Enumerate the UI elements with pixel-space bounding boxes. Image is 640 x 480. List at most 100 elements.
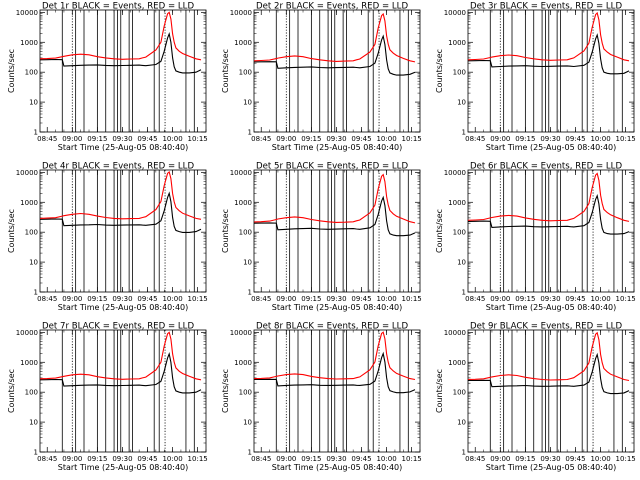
x-tick-label: 10:00 <box>590 295 610 303</box>
series-line-lld <box>254 12 416 63</box>
panel-title: Det 4r BLACK = Events, RED = LLD <box>42 162 194 172</box>
x-tick-label: 10:00 <box>376 135 396 143</box>
x-tick-label: 09:30 <box>540 455 560 463</box>
panel-6: Det 6r BLACK = Events, RED = LLD 1 10 100 10… <box>435 162 636 313</box>
panel-title: Det 9r BLACK = Events, RED = LLD <box>470 322 622 332</box>
y-tick-label: 1 <box>248 449 252 457</box>
y-tick-label: 100 <box>239 229 252 237</box>
plot-frame <box>467 329 635 453</box>
series-line-events <box>468 194 630 235</box>
plot-frame <box>467 169 635 293</box>
panel-title: Det 5r BLACK = Events, RED = LLD <box>256 162 408 172</box>
y-tick-label: 100 <box>25 69 38 77</box>
x-tick-label: 10:15 <box>402 295 422 303</box>
x-axis-label: Start Time (25-Aug-05 08:40:40) <box>486 463 617 472</box>
y-tick-label: 10 <box>243 259 252 267</box>
x-tick-label: 09:15 <box>515 135 535 143</box>
x-tick-label: 10:00 <box>162 295 182 303</box>
x-tick-label: 09:45 <box>137 295 157 303</box>
y-tick-label: 1000 <box>234 199 252 207</box>
plot-area <box>254 330 416 452</box>
x-tick-label: 08:45 <box>251 455 271 463</box>
series-line-lld <box>40 11 202 61</box>
x-tick-label: 09:15 <box>301 135 321 143</box>
y-tick-label: 1000 <box>448 199 466 207</box>
y-tick-label: 10000 <box>16 329 38 337</box>
x-tick-label: 10:00 <box>376 295 396 303</box>
y-tick-label: 10000 <box>16 9 38 17</box>
y-axis-label: Counts/sec <box>221 209 230 253</box>
plot-frame <box>253 9 421 133</box>
x-tick-label: 08:45 <box>251 135 271 143</box>
panel-4: Det 4r BLACK = Events, RED = LLD 1 10 100 10… <box>7 162 208 313</box>
y-tick-label: 10000 <box>230 9 252 17</box>
y-tick-label: 10000 <box>444 9 466 17</box>
x-axis-label: Start Time (25-Aug-05 08:40:40) <box>58 463 189 472</box>
x-tick-label: 09:00 <box>276 135 296 143</box>
series-line-events <box>40 191 202 233</box>
series-line-events <box>254 351 416 394</box>
plot-area <box>254 170 416 292</box>
x-tick-label: 09:45 <box>565 295 585 303</box>
series-line-lld <box>254 331 416 381</box>
x-tick-label: 09:00 <box>62 455 82 463</box>
y-tick-label: 10 <box>243 419 252 427</box>
x-tick-label: 09:00 <box>490 455 510 463</box>
plot-area <box>468 330 630 452</box>
series-line-events <box>40 351 202 394</box>
x-tick-label: 10:00 <box>590 455 610 463</box>
y-tick-label: 100 <box>453 389 466 397</box>
x-tick-label: 09:45 <box>351 135 371 143</box>
plot-area <box>40 330 202 452</box>
plot-frame <box>39 329 207 453</box>
panel-title: Det 8r BLACK = Events, RED = LLD <box>256 322 408 332</box>
panel-3: Det 3r BLACK = Events, RED = LLD 1 10 100 10… <box>435 2 636 153</box>
series-line-lld <box>468 172 630 222</box>
y-tick-label: 10000 <box>230 169 252 177</box>
x-tick-label: 09:30 <box>112 135 132 143</box>
panel-1: Det 1r BLACK = Events, RED = LLD 1 10 100 10… <box>7 2 208 153</box>
y-tick-label: 1000 <box>234 39 252 47</box>
y-axis-label: Counts/sec <box>7 209 16 253</box>
y-tick-label: 1000 <box>234 359 252 367</box>
x-axis-label: Start Time (25-Aug-05 08:40:40) <box>486 143 617 152</box>
x-tick-label: 08:45 <box>465 295 485 303</box>
y-tick-label: 1 <box>462 129 466 137</box>
y-axis-label: Counts/sec <box>7 369 16 413</box>
panel-title: Det 6r BLACK = Events, RED = LLD <box>470 162 622 172</box>
plot-area <box>254 10 416 132</box>
x-tick-label: 09:00 <box>276 455 296 463</box>
x-axis-label: Start Time (25-Aug-05 08:40:40) <box>272 463 403 472</box>
series-line-lld <box>254 173 416 224</box>
x-tick-label: 10:15 <box>616 455 636 463</box>
x-tick-label: 08:45 <box>37 135 57 143</box>
plot-frame <box>467 9 635 133</box>
y-axis-label: Counts/sec <box>221 49 230 93</box>
x-tick-label: 10:15 <box>188 135 208 143</box>
series-line-lld <box>468 11 630 62</box>
x-tick-label: 09:45 <box>351 455 371 463</box>
x-tick-label: 08:45 <box>37 295 57 303</box>
y-tick-label: 10000 <box>444 169 466 177</box>
y-axis-label: Counts/sec <box>435 209 444 253</box>
plot-frame <box>253 169 421 293</box>
x-axis-label: Start Time (25-Aug-05 08:40:40) <box>272 303 403 312</box>
x-tick-label: 08:45 <box>465 135 485 143</box>
y-tick-label: 1 <box>462 289 466 297</box>
x-tick-label: 09:45 <box>137 455 157 463</box>
x-tick-label: 09:30 <box>540 135 560 143</box>
y-tick-label: 100 <box>239 69 252 77</box>
x-tick-label: 09:30 <box>540 295 560 303</box>
x-tick-label: 10:00 <box>376 455 396 463</box>
x-tick-label: 10:15 <box>188 455 208 463</box>
plot-area <box>40 10 202 132</box>
x-tick-label: 10:15 <box>616 295 636 303</box>
series-line-events <box>254 195 416 237</box>
y-tick-label: 1 <box>34 289 38 297</box>
plot-area <box>40 170 202 292</box>
x-tick-label: 10:15 <box>188 295 208 303</box>
x-tick-label: 09:45 <box>351 295 371 303</box>
plot-frame <box>39 9 207 133</box>
x-tick-label: 09:30 <box>112 455 132 463</box>
y-tick-label: 100 <box>239 389 252 397</box>
